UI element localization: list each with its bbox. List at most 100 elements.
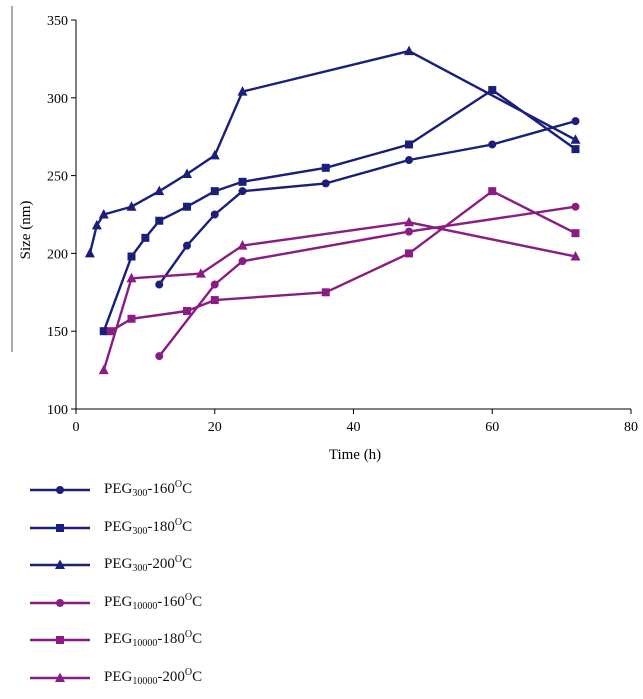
legend-label: PEG300-160OC bbox=[104, 480, 192, 498]
legend-item: PEG300-200OC bbox=[28, 549, 428, 587]
series-line bbox=[104, 90, 576, 331]
data-point-marker bbox=[488, 140, 496, 148]
data-point-marker bbox=[239, 187, 247, 195]
data-point-marker bbox=[155, 217, 163, 225]
data-point-marker bbox=[404, 46, 414, 56]
legend-label-end: C bbox=[182, 556, 192, 572]
legend-item: PEG10000-200OC bbox=[28, 662, 428, 699]
legend-swatch-marker bbox=[56, 636, 64, 644]
legend-label-sup: O bbox=[185, 667, 192, 678]
legend-label-sub: 10000 bbox=[132, 676, 157, 687]
data-point-marker bbox=[85, 248, 95, 258]
data-point-marker bbox=[572, 145, 580, 153]
data-point-marker bbox=[322, 164, 330, 172]
legend-label-mid: -200 bbox=[147, 556, 175, 572]
legend-label-mid: -160 bbox=[147, 481, 175, 497]
y-tick-label: 300 bbox=[47, 92, 68, 107]
data-point-marker bbox=[239, 257, 247, 265]
data-point-marker bbox=[322, 179, 330, 187]
y-tick-label: 200 bbox=[47, 247, 68, 262]
legend-swatch bbox=[28, 628, 92, 652]
data-point-marker bbox=[141, 234, 149, 242]
legend-swatch-marker bbox=[56, 599, 64, 607]
data-point-marker bbox=[183, 242, 191, 250]
data-point-marker bbox=[405, 228, 413, 236]
legend-label-base: PEG bbox=[104, 669, 132, 685]
legend-label: PEG10000-160OC bbox=[104, 593, 202, 611]
data-point-marker bbox=[100, 327, 108, 335]
data-point-marker bbox=[211, 187, 219, 195]
data-point-marker bbox=[239, 178, 247, 186]
x-tick-label: 60 bbox=[485, 420, 499, 435]
legend-swatch bbox=[28, 516, 92, 540]
data-point-marker bbox=[572, 117, 580, 125]
data-point-marker bbox=[183, 307, 191, 315]
legend-label-sub: 10000 bbox=[132, 601, 157, 612]
legend-label: PEG300-200OC bbox=[104, 555, 192, 573]
legend-label-end: C bbox=[192, 594, 202, 610]
legend-label-sup: O bbox=[175, 554, 182, 565]
legend-label-end: C bbox=[192, 631, 202, 647]
x-tick-label: 20 bbox=[208, 420, 222, 435]
legend-item: PEG10000-160OC bbox=[28, 587, 428, 625]
x-tick-label: 0 bbox=[73, 420, 80, 435]
legend-label-mid: -200 bbox=[157, 669, 185, 685]
axes: 100 150 200 250 300 350 0 20 40 60 80 bbox=[47, 14, 638, 435]
legend-swatch bbox=[28, 478, 92, 502]
legend-label-sup: O bbox=[185, 592, 192, 603]
y-tick-label: 100 bbox=[47, 403, 68, 418]
data-point-marker bbox=[210, 150, 220, 160]
y-axis-title: Size (nm) bbox=[18, 201, 34, 260]
data-point-marker bbox=[155, 352, 163, 360]
x-tick-label: 40 bbox=[347, 420, 361, 435]
legend-label-sup: O bbox=[185, 629, 192, 640]
legend-swatch-marker bbox=[56, 524, 64, 532]
legend-label-mid: -180 bbox=[147, 519, 175, 535]
legend-label-sup: O bbox=[175, 479, 182, 490]
data-point-marker bbox=[211, 296, 219, 304]
x-axis-title: Time (h) bbox=[329, 447, 381, 463]
data-point-marker bbox=[128, 315, 136, 323]
legend-item: PEG10000-180OC bbox=[28, 624, 428, 662]
y-tick-label: 150 bbox=[47, 325, 68, 340]
data-point-marker bbox=[405, 140, 413, 148]
legend-label-sub: 300 bbox=[132, 526, 147, 537]
legend-label-sub: 10000 bbox=[132, 638, 157, 649]
data-point-marker bbox=[183, 203, 191, 211]
data-point-marker bbox=[488, 187, 496, 195]
data-point-marker bbox=[211, 281, 219, 289]
legend-item: PEG300-180OC bbox=[28, 512, 428, 550]
legend-label-end: C bbox=[192, 669, 202, 685]
legend-label-sub: 300 bbox=[132, 563, 147, 574]
legend-label-base: PEG bbox=[104, 481, 132, 497]
legend-label-sub: 300 bbox=[132, 488, 147, 499]
legend-label-sup: O bbox=[175, 517, 182, 528]
data-point-marker bbox=[128, 253, 136, 261]
data-point-marker bbox=[405, 156, 413, 164]
data-point-marker bbox=[405, 249, 413, 257]
series-2 bbox=[100, 86, 580, 335]
series-3 bbox=[85, 46, 581, 258]
legend-label-base: PEG bbox=[104, 556, 132, 572]
data-point-marker bbox=[211, 211, 219, 219]
legend-label: PEG10000-180OC bbox=[104, 630, 202, 648]
y-tick-label: 350 bbox=[47, 14, 68, 29]
series-6 bbox=[99, 217, 581, 374]
data-point-marker bbox=[572, 229, 580, 237]
legend-item: PEG300-160OC bbox=[28, 474, 428, 512]
data-point-marker bbox=[322, 288, 330, 296]
legend-label-mid: -160 bbox=[157, 594, 185, 610]
series-5 bbox=[107, 187, 580, 335]
legend-swatch-marker bbox=[56, 486, 64, 494]
y-tick-label: 250 bbox=[47, 170, 68, 185]
legend-label-base: PEG bbox=[104, 631, 132, 647]
data-point-marker bbox=[99, 365, 109, 375]
data-point-marker bbox=[572, 203, 580, 211]
legend-label-base: PEG bbox=[104, 594, 132, 610]
legend-label: PEG10000-200OC bbox=[104, 668, 202, 686]
x-tick-label: 80 bbox=[624, 420, 638, 435]
legend-label: PEG300-180OC bbox=[104, 518, 192, 536]
legend-swatch bbox=[28, 553, 92, 577]
data-point-marker bbox=[182, 169, 192, 179]
legend-label-base: PEG bbox=[104, 519, 132, 535]
